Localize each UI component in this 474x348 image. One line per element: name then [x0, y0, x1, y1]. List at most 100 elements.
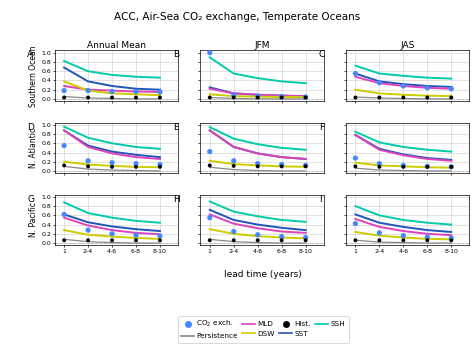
- Point: [447, 86, 455, 92]
- Point: [254, 237, 262, 243]
- Point: [424, 85, 431, 90]
- Point: [352, 155, 359, 161]
- Point: [206, 50, 214, 56]
- Point: [156, 237, 164, 243]
- Point: [230, 163, 237, 169]
- Point: [278, 94, 285, 100]
- Point: [132, 232, 140, 238]
- Legend: CO$_2$ exch., Persistence, MLD, DSW, Hist., SST, SSH: CO$_2$ exch., Persistence, MLD, DSW, His…: [178, 316, 348, 343]
- Point: [302, 94, 310, 100]
- Point: [352, 164, 359, 169]
- Point: [400, 163, 407, 168]
- Point: [375, 237, 383, 243]
- Title: Annual Mean: Annual Mean: [87, 41, 146, 50]
- Point: [84, 227, 92, 233]
- Point: [230, 237, 237, 243]
- Text: G: G: [27, 195, 34, 204]
- Point: [375, 164, 383, 169]
- Point: [156, 89, 164, 95]
- Point: [230, 158, 237, 164]
- Point: [278, 95, 285, 100]
- Point: [84, 88, 92, 93]
- Point: [230, 229, 237, 234]
- Title: JAS: JAS: [401, 41, 415, 50]
- Point: [278, 164, 285, 169]
- Point: [84, 158, 92, 164]
- Point: [400, 95, 407, 100]
- Text: E: E: [173, 122, 179, 132]
- Point: [108, 164, 116, 169]
- Point: [352, 95, 359, 100]
- Point: [206, 163, 214, 168]
- Point: [108, 237, 116, 243]
- Point: [132, 237, 140, 243]
- Text: lead time (years): lead time (years): [224, 270, 302, 279]
- Point: [60, 237, 68, 243]
- Point: [302, 164, 310, 169]
- Point: [352, 71, 359, 76]
- Point: [84, 95, 92, 100]
- Point: [84, 164, 92, 169]
- Point: [400, 164, 407, 169]
- Point: [424, 234, 431, 240]
- Point: [132, 161, 140, 166]
- Point: [400, 233, 407, 238]
- Text: I: I: [319, 195, 321, 204]
- Text: F: F: [319, 122, 324, 132]
- Point: [60, 212, 68, 217]
- Point: [132, 89, 140, 94]
- Point: [108, 231, 116, 237]
- Point: [375, 161, 383, 166]
- Text: C: C: [319, 50, 325, 60]
- Point: [254, 161, 262, 166]
- Point: [424, 164, 431, 169]
- Point: [400, 237, 407, 243]
- Point: [206, 215, 214, 220]
- Point: [302, 235, 310, 240]
- Point: [84, 237, 92, 243]
- Y-axis label: N. Pacific: N. Pacific: [29, 203, 38, 237]
- Point: [447, 164, 455, 169]
- Point: [424, 237, 431, 243]
- Point: [375, 95, 383, 100]
- Point: [206, 95, 214, 100]
- Point: [108, 160, 116, 165]
- Point: [254, 93, 262, 99]
- Point: [424, 164, 431, 169]
- Point: [447, 235, 455, 241]
- Text: A: A: [27, 50, 34, 60]
- Point: [278, 162, 285, 167]
- Point: [156, 95, 164, 100]
- Text: H: H: [173, 195, 180, 204]
- Point: [132, 95, 140, 100]
- Point: [108, 89, 116, 94]
- Point: [206, 149, 214, 155]
- Point: [60, 143, 68, 148]
- Point: [447, 95, 455, 100]
- Point: [302, 163, 310, 168]
- Point: [375, 230, 383, 236]
- Point: [302, 95, 310, 100]
- Point: [254, 95, 262, 100]
- Point: [206, 237, 214, 243]
- Point: [156, 233, 164, 239]
- Y-axis label: N. Atlantic: N. Atlantic: [29, 128, 38, 168]
- Point: [447, 237, 455, 243]
- Y-axis label: Southern Ocean: Southern Ocean: [29, 45, 38, 106]
- Point: [60, 163, 68, 168]
- Point: [230, 93, 237, 98]
- Point: [108, 95, 116, 100]
- Text: D: D: [27, 122, 34, 132]
- Point: [156, 164, 164, 169]
- Point: [60, 95, 68, 100]
- Point: [254, 164, 262, 169]
- Title: JFM: JFM: [254, 41, 270, 50]
- Point: [278, 237, 285, 243]
- Point: [254, 232, 262, 238]
- Point: [424, 95, 431, 100]
- Point: [375, 80, 383, 86]
- Point: [132, 164, 140, 169]
- Point: [278, 234, 285, 239]
- Point: [352, 237, 359, 243]
- Point: [60, 88, 68, 93]
